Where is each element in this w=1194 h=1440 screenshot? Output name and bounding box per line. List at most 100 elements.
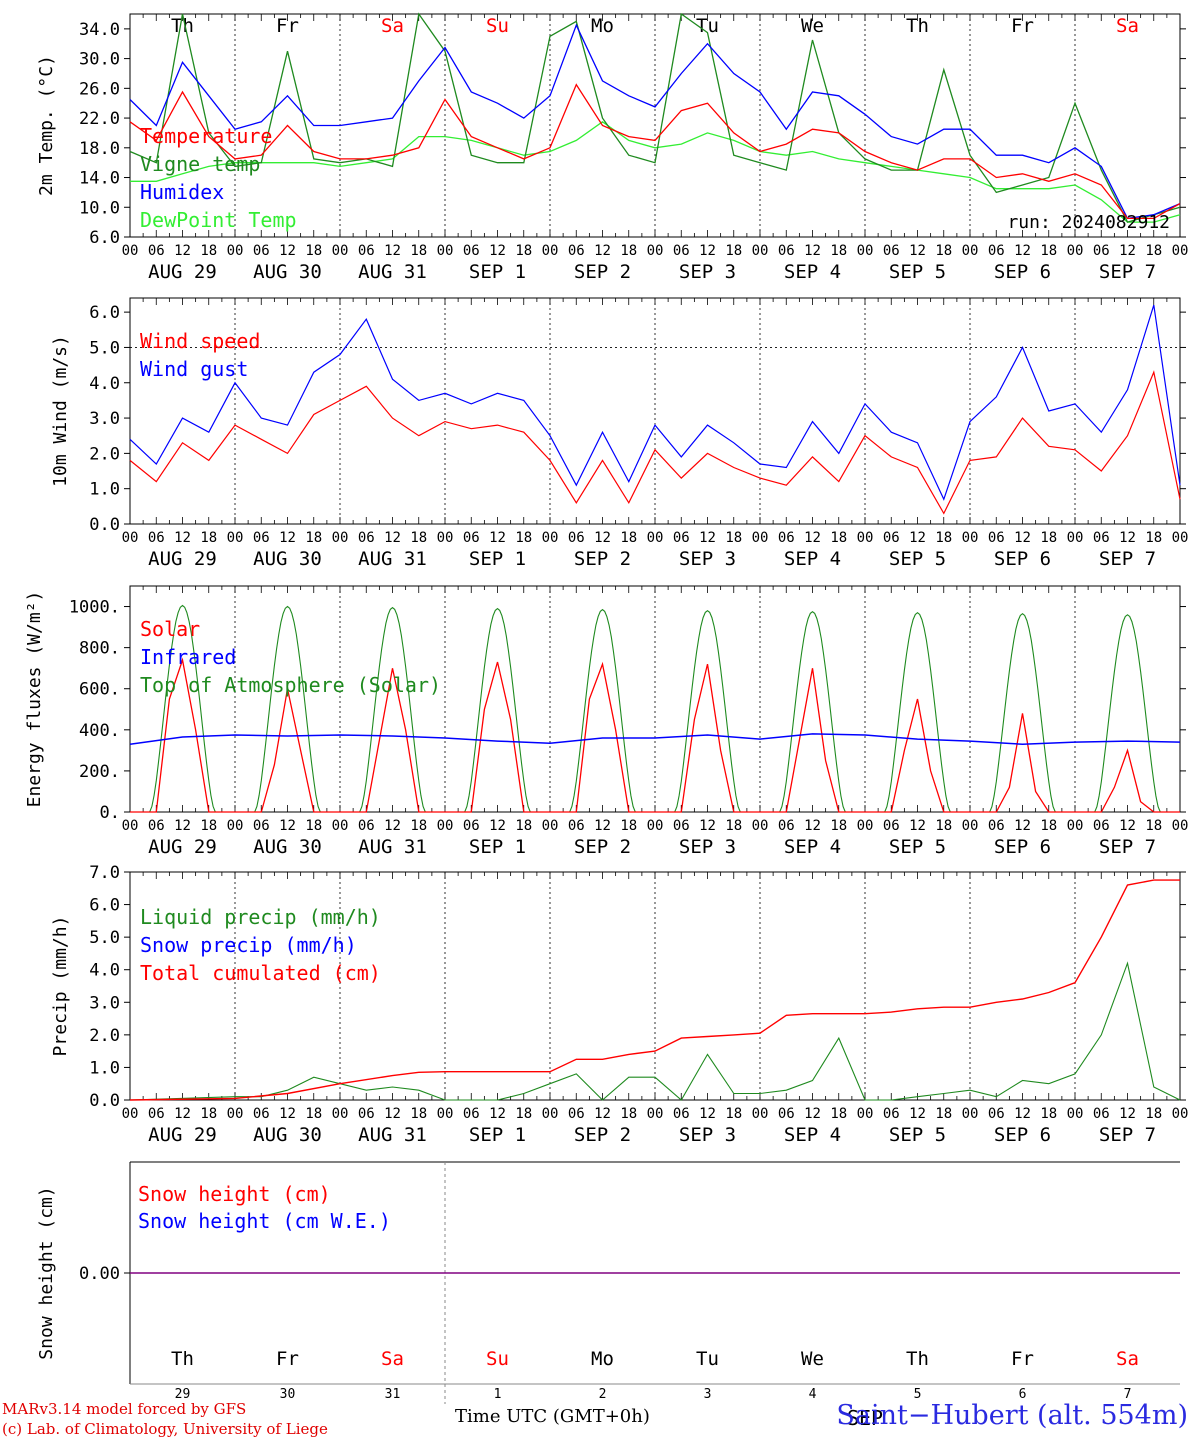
hour-tick-label: 00 — [332, 530, 349, 546]
y-tick-label: 14.0 — [79, 169, 120, 189]
y-tick-label: 4.0 — [89, 374, 120, 394]
run-annotation: run: 2024082912 — [1007, 212, 1170, 233]
hour-tick-label: 18 — [200, 818, 217, 834]
hour-tick-label: 12 — [1014, 243, 1031, 259]
hour-tick-label: 12 — [384, 243, 401, 259]
y-tick-label: 6.0 — [89, 228, 120, 248]
hour-tick-label: 18 — [725, 1106, 742, 1122]
date-label: SEP 4 — [784, 548, 841, 570]
y-tick-label: 0. — [100, 803, 120, 823]
hour-tick-label: 06 — [988, 530, 1005, 546]
hour-tick-label: 06 — [778, 530, 795, 546]
legend-wind-speed: Wind speed — [140, 329, 260, 353]
model-credit: MARv3.14 model forced by GFS — [2, 1400, 247, 1418]
hour-tick-label: 00 — [647, 530, 664, 546]
hour-tick-label: 12 — [174, 818, 191, 834]
y-tick-label: 400. — [79, 721, 120, 741]
hour-tick-label: 12 — [804, 818, 821, 834]
hour-tick-label: 18 — [620, 530, 637, 546]
y-tick-label: 34.0 — [79, 20, 120, 40]
hour-tick-label: 06 — [463, 243, 480, 259]
hour-tick-label: 00 — [332, 1106, 349, 1122]
date-label: AUG 31 — [358, 1124, 427, 1146]
weekday-label: Th — [906, 15, 929, 37]
date-label: AUG 29 — [148, 548, 217, 570]
date-label: AUG 30 — [253, 836, 322, 858]
hour-tick-label: 12 — [804, 243, 821, 259]
date-label: SEP 5 — [889, 261, 946, 283]
hour-tick-label: 06 — [148, 530, 165, 546]
y-tick-label: 5.0 — [89, 338, 120, 358]
y-tick-label: 6.0 — [89, 896, 120, 916]
hour-tick-label: 06 — [463, 1106, 480, 1122]
y-tick-label: 7.0 — [89, 863, 120, 883]
hour-tick-label: 12 — [699, 818, 716, 834]
station-name: Saint−Hubert (alt. 554m) — [836, 1400, 1188, 1431]
hour-tick-label: 06 — [673, 530, 690, 546]
hour-tick-label: 06 — [568, 1106, 585, 1122]
series-dewpoint-temp — [130, 121, 1181, 223]
hour-tick-label: 00 — [332, 818, 349, 834]
hour-tick-label: 06 — [988, 243, 1005, 259]
y-tick-label: 22.0 — [79, 109, 120, 129]
y-tick-label: 2.0 — [89, 444, 120, 464]
hour-tick-label: 06 — [148, 1106, 165, 1122]
hour-tick-label: 12 — [1014, 818, 1031, 834]
series-temperature — [129, 83, 1181, 220]
hour-tick-label: 12 — [594, 818, 611, 834]
hour-tick-label: 00 — [752, 1106, 769, 1122]
hour-tick-label: 18 — [200, 530, 217, 546]
legend-vigne-temp: Vigne temp — [140, 152, 260, 176]
panel-3: 00 06 12 18 AUG 29 00 06 12 18 AUG 30 00 06 12 18 AUG … — [24, 585, 1188, 858]
series-solar — [130, 657, 1180, 813]
series-total-cumulated — [129, 879, 1180, 1101]
date-label: SEP 7 — [1099, 836, 1156, 858]
hour-tick-label: 00 — [647, 818, 664, 834]
time-axis-label: Time UTC (GMT+0h) — [455, 1406, 650, 1427]
hour-tick-label: 18 — [305, 243, 322, 259]
y-tick-label: 2.0 — [89, 1026, 120, 1046]
hour-tick-label: 06 — [568, 243, 585, 259]
hour-tick-label: 18 — [1145, 818, 1162, 834]
hour-tick-label: 00 — [647, 243, 664, 259]
hour-tick-label: 18 — [725, 243, 742, 259]
legend-dewpoint-temp: DewPoint Temp — [140, 208, 297, 232]
weekday-label: Su — [486, 15, 509, 37]
y-axis-label: 2m Temp. (°C) — [36, 55, 57, 196]
date-label: SEP 7 — [1099, 261, 1156, 283]
hour-tick-label: 06 — [778, 1106, 795, 1122]
hour-tick-label: 12 — [489, 243, 506, 259]
legend-liquid-precip-mm-h-: Liquid precip (mm/h) — [140, 905, 381, 929]
hour-tick-label: 18 — [410, 1106, 427, 1122]
weekday-label: Th — [906, 1348, 929, 1370]
hour-tick-label: 18 — [620, 1106, 637, 1122]
hour-tick-label: 18 — [410, 818, 427, 834]
weekday-label: Fr — [276, 15, 299, 37]
legend-snow-height-cm-: Snow height (cm) — [138, 1182, 331, 1206]
hour-tick-label: 06 — [883, 530, 900, 546]
weekday-label: Sa — [1116, 1348, 1139, 1370]
weekday-label: Sa — [1116, 15, 1139, 37]
legend-top-of-atmosphere-solar-: Top of Atmosphere (Solar) — [140, 673, 441, 697]
hour-tick-label: 00 — [962, 818, 979, 834]
hour-tick-label: 06 — [673, 818, 690, 834]
hour-tick-label: 18 — [830, 818, 847, 834]
y-axis-label: Snow height (cm) — [36, 1186, 57, 1359]
date-label: SEP 5 — [889, 836, 946, 858]
hour-tick-label: 18 — [830, 530, 847, 546]
day-number: 31 — [385, 1387, 401, 1402]
hour-tick-label: 18 — [725, 818, 742, 834]
lab-credit: (c) Lab. of Climatology, University of L… — [2, 1420, 328, 1438]
date-label: SEP 4 — [784, 261, 841, 283]
hour-tick-label: 06 — [358, 530, 375, 546]
panel-1: 00 06 12 18 AUG 29 00 06 12 18 AUG 30 00 06 12 18 AUG … — [36, 12, 1188, 283]
panel-5: 0.00 Snow height (cm) Snow height (cm) Snow… — [36, 1161, 1180, 1430]
date-label: AUG 30 — [253, 261, 322, 283]
date-label: SEP 2 — [574, 261, 631, 283]
hour-tick-label: 00 — [752, 243, 769, 259]
date-label: AUG 30 — [253, 548, 322, 570]
weekday-label: Th — [171, 15, 194, 37]
y-tick-label: 5.0 — [89, 928, 120, 948]
hour-tick-label: 00 — [752, 818, 769, 834]
